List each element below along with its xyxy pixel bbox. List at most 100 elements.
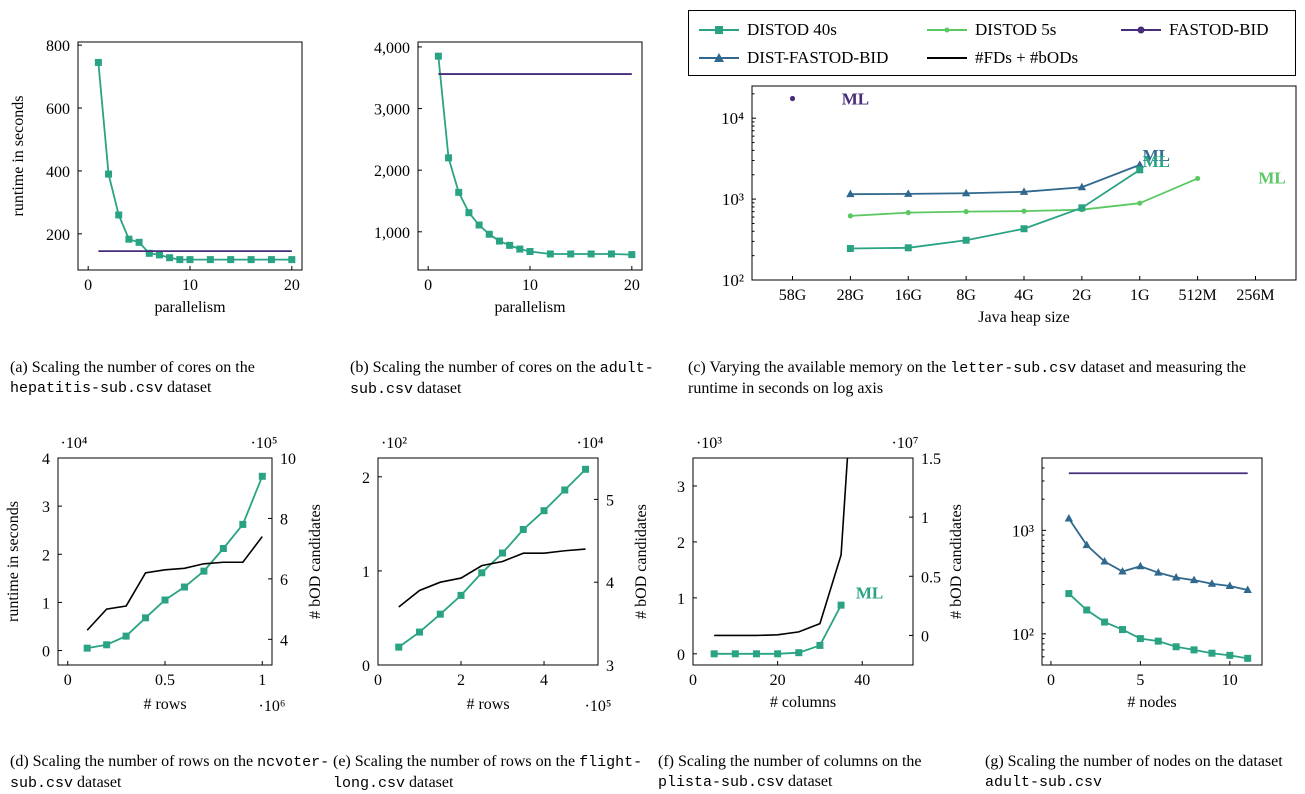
data-point-distod-40s-e <box>582 465 590 473</box>
annotation-ml-f: ML <box>856 583 883 602</box>
x-tick-label-d: 1 <box>258 672 266 689</box>
caption-f-text: (f) Scaling the number of columns on the <box>658 753 922 770</box>
y-multiplier-e: ·10² <box>381 435 407 452</box>
x-tick-label-c: 16G <box>894 287 922 304</box>
caption-g: (g) Scaling the number of nodes on the d… <box>985 752 1301 793</box>
x-tick-label-e: 4 <box>540 672 548 689</box>
y2-tick-label-e: 5 <box>606 492 614 509</box>
data-point-distod-40s-d <box>142 614 150 622</box>
legend-item-fds-bods: #FDs + #bODs <box>925 47 1078 69</box>
chart-c: 58G 28G 16G 8G 4G 2G 1G 512M 256M 10² 10³ 10⁴ Java h… <box>721 85 1297 326</box>
y-tick-label-a: 200 <box>46 227 70 244</box>
data-point-distod-40s-c <box>1078 204 1086 212</box>
caption-e-suffix: dataset <box>405 774 454 791</box>
y-axis-label-a: runtime in seconds <box>10 96 27 217</box>
data-point-distod-40s-a <box>115 211 123 219</box>
y-tick-label-a: 400 <box>46 164 70 181</box>
legend: DISTOD 40s DISTOD 5s FASTOD-BID DIST-FAS… <box>688 10 1296 76</box>
data-point-distod-40s-e <box>395 643 403 651</box>
series-line-distod-40s-b <box>437 56 632 256</box>
legend-label-dist-fastod-bid: DIST-FASTOD-BID <box>747 48 889 67</box>
plot-frame-f <box>692 457 914 666</box>
data-point-distod-40s-f <box>837 601 845 609</box>
caption-a: (a) Scaling the number of cores on the h… <box>10 358 340 399</box>
y2-multiplier-e: ·10⁴ <box>577 435 604 452</box>
y-tick-label-a: 800 <box>46 38 70 55</box>
x-axis-label-a: parallelism <box>154 299 226 316</box>
y-tick-label-e: 0 <box>362 658 370 675</box>
data-point-distod-40s-a <box>206 256 214 264</box>
legend-item-dist-fastod-bid: DIST-FASTOD-BID <box>697 47 888 69</box>
y2-tick-label-f: 0 <box>921 628 929 645</box>
data-point-distod-40s-a <box>166 254 174 262</box>
data-point-distod-40s-e <box>561 486 569 494</box>
data-point-distod-40s-f <box>816 641 824 649</box>
chart-g: 0 5 10 10² 10³ # nodes <box>1012 457 1263 711</box>
y2-tick-label-f: 1 <box>921 510 929 527</box>
y-tick-label-c: 10³ <box>722 190 744 209</box>
data-point-distod-40s-e <box>457 591 465 599</box>
data-point-dist-fastod-bid-g <box>1118 567 1127 575</box>
data-point-distod-40s-b <box>506 241 514 249</box>
caption-b-suffix: dataset <box>413 380 462 397</box>
series-line-distod-40s-e <box>398 468 587 648</box>
data-point-dist-fastod-bid-g <box>1154 568 1163 576</box>
y2-tick-label-d: 8 <box>280 511 288 528</box>
data-point-dist-fastod-bid-g <box>1064 514 1074 522</box>
x-tick-label-c: 512M <box>1178 287 1216 304</box>
legend-label-distod-40s: DISTOD 40s <box>747 20 837 39</box>
data-point-distod-40s-d <box>103 641 111 649</box>
data-point-distod-40s-a <box>227 256 235 264</box>
y-tick-label-d: 4 <box>42 451 50 468</box>
data-point-distod-40s-b <box>465 209 473 217</box>
data-point-distod-40s-d <box>200 567 208 575</box>
x-tick-label-f: 40 <box>854 672 870 689</box>
series-line-distod-40s-c <box>850 169 1141 250</box>
legend-item-distod-5s: DISTOD 5s <box>925 19 1056 41</box>
data-point-distod-40s-d <box>122 632 130 640</box>
data-point-distod-40s-d <box>219 545 227 553</box>
x-tick-label-f: 20 <box>770 672 786 689</box>
legend-item-distod-40s: DISTOD 40s <box>697 19 837 41</box>
y-tick-label-f: 2 <box>677 535 685 552</box>
data-point-distod-40s-d <box>83 644 91 652</box>
caption-g-dataset: adult-sub.csv <box>985 774 1103 791</box>
caption-d-suffix: dataset <box>73 774 122 791</box>
x-axis-label-c: Java heap size <box>978 309 1070 326</box>
data-point-distod-40s-a <box>145 249 153 257</box>
data-point-distod-40s-d <box>258 472 266 480</box>
series-line-distod-40s-g <box>1068 592 1248 660</box>
legend-swatch-distod-40s-icon <box>699 26 739 34</box>
y2-axis-label-f: # bOD candidates <box>948 504 965 619</box>
y2-axis-label-d: # bOD candidates <box>307 504 324 619</box>
data-point-dist-fastod-bid-c <box>1019 187 1029 195</box>
y-tick-label-g: 10² <box>1012 625 1034 644</box>
caption-b-text: (b) Scaling the number of cores on the <box>350 359 600 376</box>
caption-e-dataset: flight-long.csv <box>333 754 643 792</box>
y2-tick-label-f: 0.5 <box>921 569 941 586</box>
data-point-distod-40s-g <box>1136 635 1144 643</box>
x-tick-label-b: 10 <box>522 277 538 294</box>
y-tick-label-a: 600 <box>46 101 70 118</box>
data-point-distod-40s-g <box>1065 590 1073 598</box>
caption-c-dataset: letter-sub.csv <box>950 360 1077 377</box>
y2-tick-label-e: 4 <box>606 575 614 592</box>
legend-swatch-fds-bods-icon <box>927 57 967 59</box>
y-tick-label-b: 3,000 <box>374 102 410 119</box>
caption-b-dataset: adult-sub.csv <box>350 360 654 398</box>
chart-f: 0 20 40 0 1 2 3 ·10³ 0 0.5 1 1.5·10⁷ # bOD candidate… <box>677 435 965 711</box>
y-tick-label-f: 3 <box>677 479 685 496</box>
caption-a-text: (a) Scaling the number of cores on the <box>10 359 255 376</box>
data-point-dist-fastod-bid-c <box>1077 182 1087 191</box>
y-tick-label-e: 1 <box>362 564 370 581</box>
data-point-distod-40s-e <box>416 628 424 636</box>
y2-tick-label-d: 6 <box>280 572 288 589</box>
chart-b: 0 10 20 1,000 2,000 3,000 4,000 parallelism <box>374 40 643 316</box>
x-axis-label-f: # columns <box>770 694 836 711</box>
data-point-dist-fastod-bid-g <box>1082 540 1091 549</box>
plot-frame-c <box>751 85 1297 281</box>
data-point-distod-40s-a <box>105 170 113 178</box>
y2-multiplier-d: ·10⁵ <box>251 435 278 452</box>
y-tick-label-e: 2 <box>362 470 370 487</box>
y-tick-label-c: 10² <box>722 271 744 290</box>
